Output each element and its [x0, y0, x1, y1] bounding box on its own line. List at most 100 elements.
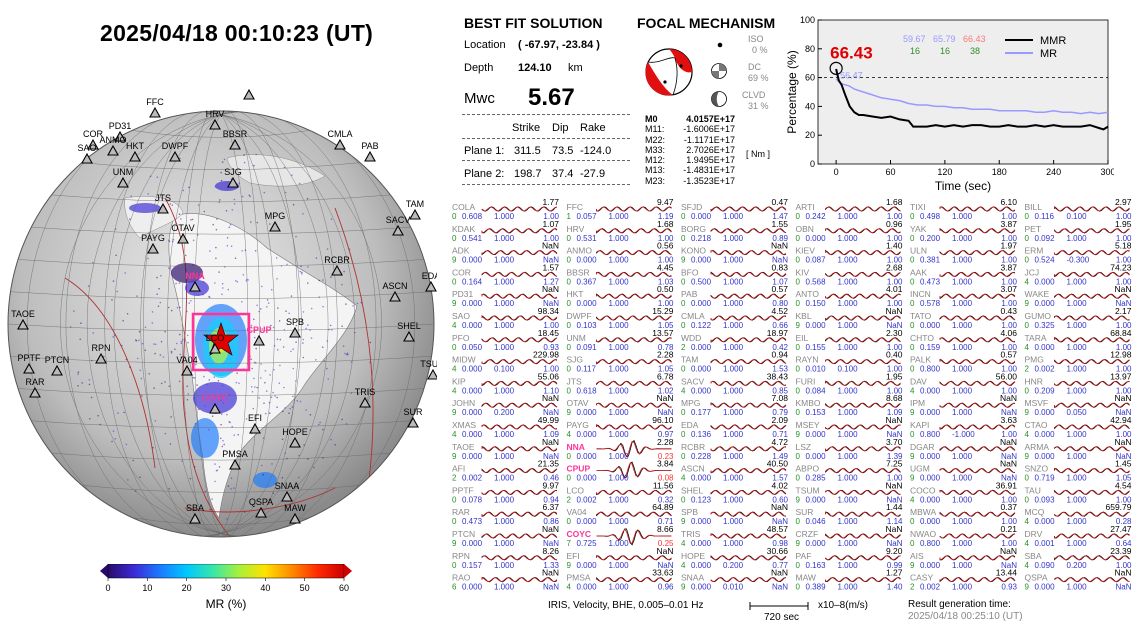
y-axis-label: Percentage (%) — [785, 50, 799, 133]
trace-cell: TIXI 6.10 0 0.498 1.000 1.00 — [910, 197, 1018, 221]
trace-weight: 1.000 — [838, 386, 859, 395]
trace-amplitude: 0.43 — [1000, 306, 1017, 316]
trace-cell: SUR 1.44 0 0.046 1.000 1.14 — [796, 502, 904, 526]
trace-station-name: PAYG — [567, 420, 589, 430]
trace-variance: NaN — [1001, 561, 1017, 570]
trace-amplitude: 3.07 — [1000, 284, 1017, 294]
moment-label: M12: — [645, 155, 666, 166]
trace-weight: -1.000 — [952, 430, 975, 439]
trace-station-name: EIL — [796, 333, 809, 343]
trace-station-name: ASCN — [681, 464, 705, 474]
trace-cell: PTCN NaN 9 0.000 1.000 NaN — [452, 524, 559, 548]
trace-ratio: 0.000 — [462, 430, 483, 439]
trace-ratio: 0.000 — [577, 517, 598, 526]
observed-waveform — [596, 228, 672, 234]
observed-waveform — [596, 337, 672, 343]
trace-amplitude: 0.94 — [771, 350, 788, 360]
summary-top-value: 65.79 — [933, 34, 956, 44]
trace-weight: 1.000 — [723, 343, 744, 352]
trace-shift: 0 — [681, 234, 686, 243]
trace-weight: 1.000 — [494, 583, 515, 592]
trace-weight: 1.000 — [494, 430, 515, 439]
epicenter-star-icon — [203, 322, 239, 356]
trace-ratio: 0.725 — [577, 539, 598, 548]
trace-shift: 0 — [796, 343, 801, 352]
trace-station-name: SJG — [567, 355, 584, 365]
trace-shift: 9 — [796, 430, 801, 439]
trace-weight: 1.000 — [952, 495, 973, 504]
trace-ratio: 0.000 — [920, 386, 941, 395]
synthetic-waveform — [825, 315, 901, 321]
station-triangle-icon — [189, 280, 201, 292]
trace-amplitude: 1.07 — [542, 219, 559, 229]
trace-shift: 0 — [1025, 495, 1030, 504]
trace-weight: 1.000 — [494, 561, 515, 570]
trace-cell: ARMA NaN 9 0.000 1.000 NaN — [1025, 437, 1132, 461]
trace-variance: NaN — [543, 256, 559, 265]
trace-cell: MIDW 229.98 4 0.000 0.100 1.00 — [452, 350, 560, 374]
trace-shift: 9 — [910, 408, 915, 417]
trace-amplitude: 15.29 — [652, 306, 674, 316]
trace-variance: 1.14 — [887, 517, 903, 526]
station-label: RPN — [91, 343, 110, 353]
trace-shift: 0 — [796, 299, 801, 308]
trace-ratio: 0.228 — [691, 452, 712, 461]
synthetic-waveform — [596, 359, 672, 365]
trace-shift: 0 — [796, 365, 801, 374]
trace-shift: 2 — [452, 474, 457, 483]
trace-amplitude: 8.68 — [886, 393, 903, 403]
header-rake: Rake — [580, 122, 606, 134]
synthetic-waveform — [939, 228, 1016, 234]
trace-cell: PALK 0.57 0 0.800 1.000 1.00 — [910, 350, 1018, 374]
trace-weight: 1.000 — [838, 408, 859, 417]
observed-waveform — [481, 293, 558, 299]
trace-weight: 1.000 — [838, 583, 859, 592]
trace-ratio: 0.000 — [920, 321, 941, 330]
moment-tensor-list: M0 4.0157E+17 M11: -1.6006E+17 M22: -1.1171E+… — [645, 114, 735, 186]
trace-variance: 1.00 — [887, 212, 903, 221]
trace-variance: NaN — [1115, 408, 1131, 417]
trace-weight: 1.000 — [723, 234, 744, 243]
plane2-dip: 37.4 — [552, 168, 574, 180]
trace-variance: 1.00 — [543, 365, 559, 374]
trace-cell: SJG 2.28 0 0.117 1.000 1.05 — [567, 350, 675, 374]
station-triangle-icon — [331, 264, 343, 276]
trace-ratio: 0.103 — [577, 321, 598, 330]
trace-shift: 0 — [452, 277, 457, 286]
trace-station-name: PPTF — [452, 485, 474, 495]
trace-station-name: INCN — [910, 289, 931, 299]
trace-shift: 9 — [567, 408, 572, 417]
trace-weight: 1.000 — [723, 474, 744, 483]
trace-ratio: 0.000 — [806, 321, 827, 330]
trace-variance: 0.46 — [543, 474, 559, 483]
x-tick-label: 60 — [885, 167, 895, 177]
observed-waveform — [1054, 315, 1130, 321]
trace-station-name: KIV — [796, 267, 810, 277]
observed-waveform — [710, 533, 787, 539]
trace-amplitude: 1.97 — [1000, 241, 1017, 251]
trace-station-name: TATO — [910, 311, 932, 321]
trace-variance: 0.32 — [658, 495, 674, 504]
trace-ratio: 0.000 — [691, 299, 712, 308]
synthetic-waveform — [825, 337, 901, 343]
trace-ratio: 0.541 — [462, 234, 483, 243]
trace-weight: 1.000 — [838, 430, 859, 439]
max-marker — [829, 61, 843, 75]
trace-cell: NWAO 0.21 0 0.800 1.000 1.00 — [910, 524, 1018, 548]
trace-cell: AIS NaN 9 0.000 1.000 NaN — [910, 546, 1017, 570]
trace-weight: 1.000 — [1067, 386, 1088, 395]
trace-amplitude: NaN — [542, 437, 559, 447]
moment-label: M23: — [645, 175, 666, 186]
trace-variance: 1.00 — [1001, 365, 1017, 374]
trace-station-name: TARA — [1025, 333, 1047, 343]
synthetic-waveform — [710, 577, 786, 583]
trace-cell: ANMO 0.56 0 0.000 1.000 1.00 — [567, 241, 675, 265]
trace-amplitude: 0.56 — [657, 241, 674, 251]
station-triangle-icon — [229, 138, 241, 150]
trace-ratio: 0.000 — [577, 430, 598, 439]
moment-value: -1.4831E+17 — [683, 165, 735, 176]
trace-amplitude: 9.97 — [542, 480, 559, 490]
trace-station-name: RAO — [452, 573, 471, 583]
station-label: ANMO — [100, 135, 127, 145]
trace-amplitude: 3.84 — [657, 459, 674, 469]
